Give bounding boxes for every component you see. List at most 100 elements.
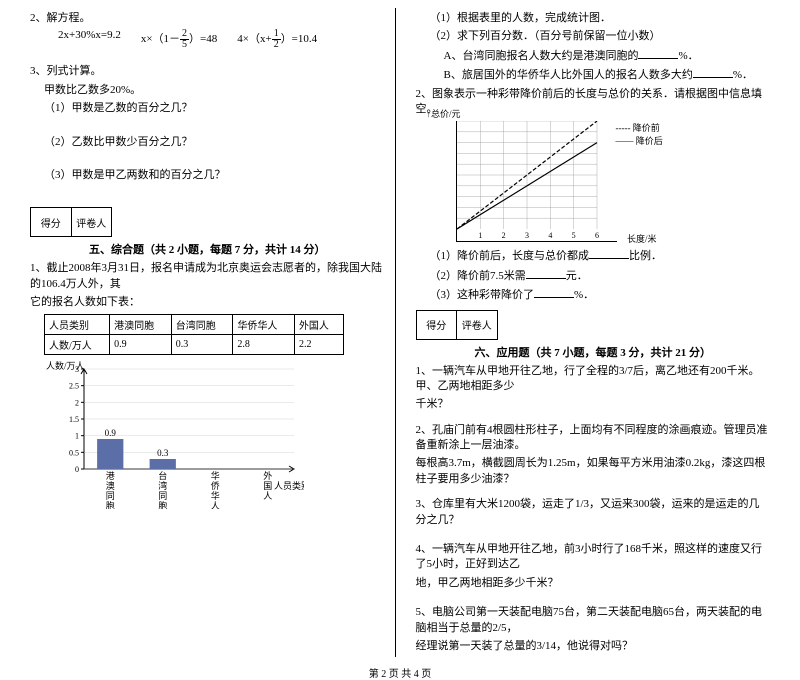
s6q4a: 4、一辆汽车从甲地开往乙地，前3小时行了168千米，照这样的速度又行了5小时，正…: [416, 542, 771, 573]
td-v2: 0.3: [171, 334, 233, 354]
blank-4: [526, 268, 566, 279]
svg-text:1.5: 1.5: [69, 415, 79, 424]
r2b-pre: （2）降价前7.5米需: [430, 270, 526, 282]
svg-text:台: 台: [158, 470, 167, 481]
ylabel: ↑总价/元: [427, 107, 461, 120]
bar-chart: 人数/万人00.511.522.53港澳同胞台湾同胞华侨华人外国人人员类别0.9…: [44, 359, 304, 509]
r2b: （2）降价前7.5米需元．: [416, 268, 771, 284]
legend: ----- 降价前 —— 降价后: [616, 121, 663, 147]
table-header-row: 人员类别 港澳同胞 台湾同胞 华侨华人 外国人: [45, 314, 344, 334]
svg-text:1: 1: [75, 431, 79, 440]
svg-text:2: 2: [501, 231, 505, 240]
th-hq: 华侨华人: [233, 314, 295, 334]
data-table: 人员类别 港澳同胞 台湾同胞 华侨华人 外国人 人数/万人 0.9 0.3 2.…: [44, 314, 344, 355]
eq3: 4×（x+12）=10.4: [237, 29, 317, 50]
grader-label-6: 评卷人: [457, 311, 497, 339]
blank-1: [638, 48, 678, 59]
r1c-pre: A、台湾同胞报名人数大约是港澳同胞的: [444, 50, 639, 62]
svg-text:华: 华: [211, 490, 220, 501]
svg-text:华: 华: [211, 470, 220, 481]
svg-text:0.9: 0.9: [105, 428, 117, 438]
svg-text:侨: 侨: [211, 480, 220, 491]
section-6-title: 六、应用题（共 7 小题，每题 3 分，共计 21 分）: [416, 344, 771, 360]
line-chart-svg: 36912151821242730123456: [457, 121, 617, 241]
svg-text:3: 3: [75, 365, 79, 374]
q3-intro: 甲数比乙数多20%。: [30, 83, 385, 98]
r2c-pre: （3）这种彩带降价了: [430, 289, 535, 301]
th-fg: 外国人: [294, 314, 343, 334]
svg-text:外: 外: [263, 470, 272, 481]
legend-after: —— 降价后: [616, 134, 663, 147]
section-5-title: 五、综合题（共 2 小题，每题 7 分，共计 14 分）: [30, 241, 385, 257]
r1d-pre: B、旅居国外的华侨华人比外国人的报名人数多大约: [444, 69, 693, 81]
svg-text:0.5: 0.5: [69, 448, 79, 457]
r1d-suf: %．: [733, 69, 753, 81]
footer: 第 2 页 共 4 页: [0, 665, 800, 680]
legend-before-label: 降价前: [633, 123, 660, 133]
eq2: x×（1－25）=48: [141, 29, 217, 50]
page: 2、解方程。 2x+30%x=9.2 x×（1－25）=48 4×（x+12）=…: [0, 0, 800, 657]
r2a: （1）降价前后，长度与总价都成 比例．: [416, 248, 771, 264]
td-label: 人数/万人: [45, 334, 110, 354]
r1d: B、旅居国外的华侨华人比外国人的报名人数多大约 %．: [416, 67, 771, 83]
td-v3: 2.8: [233, 334, 295, 354]
eq3-pre: 4×（x+: [237, 33, 271, 45]
r1c-suf: %．: [678, 50, 698, 62]
legend-before: ----- 降价前: [616, 121, 663, 134]
s6q5b: 经理说第一天装了总量的3/14，他说得对吗？: [416, 639, 771, 654]
frac-1-2: 12: [272, 29, 281, 50]
r1a: （1）根据表里的人数，完成统计图．: [416, 11, 771, 26]
equations-row: 2x+30%x=9.2 x×（1－25）=48 4×（x+12）=10.4: [30, 29, 385, 50]
frac-den: 5: [180, 40, 189, 50]
q2-title: 2、解方程。: [30, 11, 385, 26]
th-tw: 台湾同胞: [171, 314, 233, 334]
bar-chart-svg: 人数/万人00.511.522.53港澳同胞台湾同胞华侨华人外国人人员类别0.9…: [44, 359, 304, 509]
r2a-pre: （1）降价前后，长度与总价都成: [430, 250, 590, 262]
legend-after-label: 降价后: [636, 136, 663, 146]
r2: 2、图象表示一种彩带降价前后的长度与总价的关系．请根据图中信息填空。: [416, 87, 771, 118]
svg-text:港: 港: [106, 470, 115, 481]
svg-text:5: 5: [571, 231, 575, 240]
td-v1: 0.9: [110, 334, 172, 354]
score-label-6: 得分: [417, 311, 458, 339]
svg-text:澳: 澳: [106, 480, 115, 491]
s5q1-line1: 1、截止2008年3月31日，报名申请成为北京奥运会志愿者的，除我国大陆的106…: [30, 261, 385, 292]
xlabel: 长度/米: [627, 232, 657, 245]
s6q2a: 2、孔庙门前有4根圆柱形柱子，上面均有不同程度的涂画痕迹。管理员准备重新涂上一层…: [416, 423, 771, 454]
svg-text:4: 4: [548, 231, 552, 240]
q3-2: （2）乙数比甲数少百分之几？: [30, 135, 385, 150]
r1b: （2）求下列百分数．（百分号前保留一位小数）: [416, 29, 771, 44]
svg-text:同: 同: [106, 491, 115, 501]
frac-2-5: 25: [180, 29, 189, 50]
score-label: 得分: [31, 208, 72, 236]
table-data-row: 人数/万人 0.9 0.3 2.8 2.2: [45, 334, 344, 354]
s6q5a: 5、电脑公司第一天装配电脑75台，第二天装配电脑65台，两天装配的电脑相当于总量…: [416, 605, 771, 636]
grader-label: 评卷人: [72, 208, 112, 236]
blank-5: [534, 287, 574, 298]
svg-text:人: 人: [263, 491, 272, 501]
svg-text:0: 0: [75, 465, 79, 474]
left-column: 2、解方程。 2x+30%x=9.2 x×（1－25）=48 4×（x+12）=…: [30, 8, 396, 657]
svg-text:人: 人: [211, 501, 220, 509]
frac-den2: 2: [272, 40, 281, 50]
eq3-suf: ）=10.4: [281, 33, 317, 45]
svg-text:3: 3: [525, 231, 529, 240]
svg-text:6: 6: [595, 231, 599, 240]
r2a-suf: 比例．: [629, 250, 662, 262]
s6q3: 3、仓库里有大米1200袋，运走了1/3，又运来300袋，运来的是运走的几分之几…: [416, 497, 771, 528]
r2c-suf: %．: [574, 289, 594, 301]
svg-text:人员类别: 人员类别: [274, 480, 304, 491]
s5q1-line2: 它的报名人数如下表：: [30, 295, 385, 310]
s6q1b: 千米？: [416, 397, 771, 412]
svg-text:0.3: 0.3: [157, 448, 169, 458]
svg-text:2.5: 2.5: [69, 381, 79, 390]
r1c: A、台湾同胞报名人数大约是港澳同胞的 %．: [416, 48, 771, 64]
svg-text:胞: 胞: [158, 500, 167, 509]
q3-title: 3、列式计算。: [30, 64, 385, 79]
blank-3: [589, 248, 629, 259]
eq2-pre: x×（1－: [141, 33, 180, 45]
td-v4: 2.2: [294, 334, 343, 354]
svg-text:国: 国: [263, 481, 272, 491]
svg-text:2: 2: [75, 398, 79, 407]
s6q2b: 每根高3.7m，横截圆周长为1.25m，如果每平方米用油漆0.2kg，漆这四根柱…: [416, 456, 771, 487]
